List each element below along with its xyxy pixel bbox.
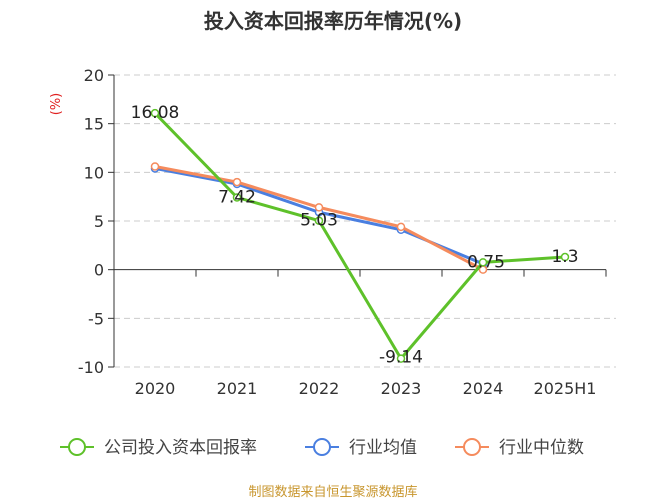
y-axis-label: (%) [49, 93, 64, 116]
data-label: 0.75 [467, 252, 505, 272]
data-label: 5.03 [300, 211, 338, 231]
data-label: 16.08 [131, 103, 180, 123]
x-tick-label: 2024 [463, 379, 504, 398]
y-tick-label: -5 [88, 309, 104, 328]
legend-item[interactable]: 公司投入资本回报率 [60, 438, 257, 458]
y-tick-label: 0 [94, 261, 104, 280]
x-tick-label: 2020 [135, 379, 176, 398]
legend-label: 行业中位数 [499, 438, 584, 458]
data-point[interactable] [396, 222, 406, 232]
data-point[interactable] [150, 108, 160, 118]
x-tick-label: 2023 [381, 379, 422, 398]
legend-item[interactable]: 行业中位数 [455, 438, 584, 458]
data-point[interactable] [560, 252, 570, 262]
series-line [153, 112, 566, 362]
legend-label: 行业均值 [349, 438, 417, 458]
data-label: -9.14 [379, 348, 423, 368]
data-point[interactable] [232, 193, 242, 202]
source-note: 制图数据来自恒生聚源数据库 [248, 484, 417, 500]
y-tick-label: 5 [94, 212, 104, 231]
y-tick-label: 10 [84, 163, 104, 182]
data-label: 7.42 [218, 187, 256, 207]
data-point[interactable] [478, 258, 488, 267]
x-tick-label: 2022 [299, 379, 340, 398]
legend-item[interactable]: 行业均值 [305, 438, 417, 458]
data-point[interactable] [396, 354, 406, 363]
data-label: 1.3 [551, 247, 578, 267]
y-tick-label: 15 [84, 115, 104, 134]
legend-circle-icon [68, 438, 86, 456]
chart-title: 投入资本回报率历年情况(%) [204, 9, 462, 33]
legend-label: 公司投入资本回报率 [104, 438, 257, 458]
data-point[interactable] [232, 177, 242, 187]
data-point[interactable] [314, 216, 324, 225]
legend-circle-icon [313, 438, 331, 456]
data-point[interactable] [150, 162, 160, 171]
data-point[interactable] [314, 203, 324, 212]
x-tick-label: 2025H1 [534, 379, 597, 398]
y-tick-label: -10 [78, 358, 104, 377]
y-tick-label: 20 [84, 66, 104, 85]
legend-circle-icon [463, 438, 481, 456]
x-tick-label: 2021 [217, 379, 258, 398]
